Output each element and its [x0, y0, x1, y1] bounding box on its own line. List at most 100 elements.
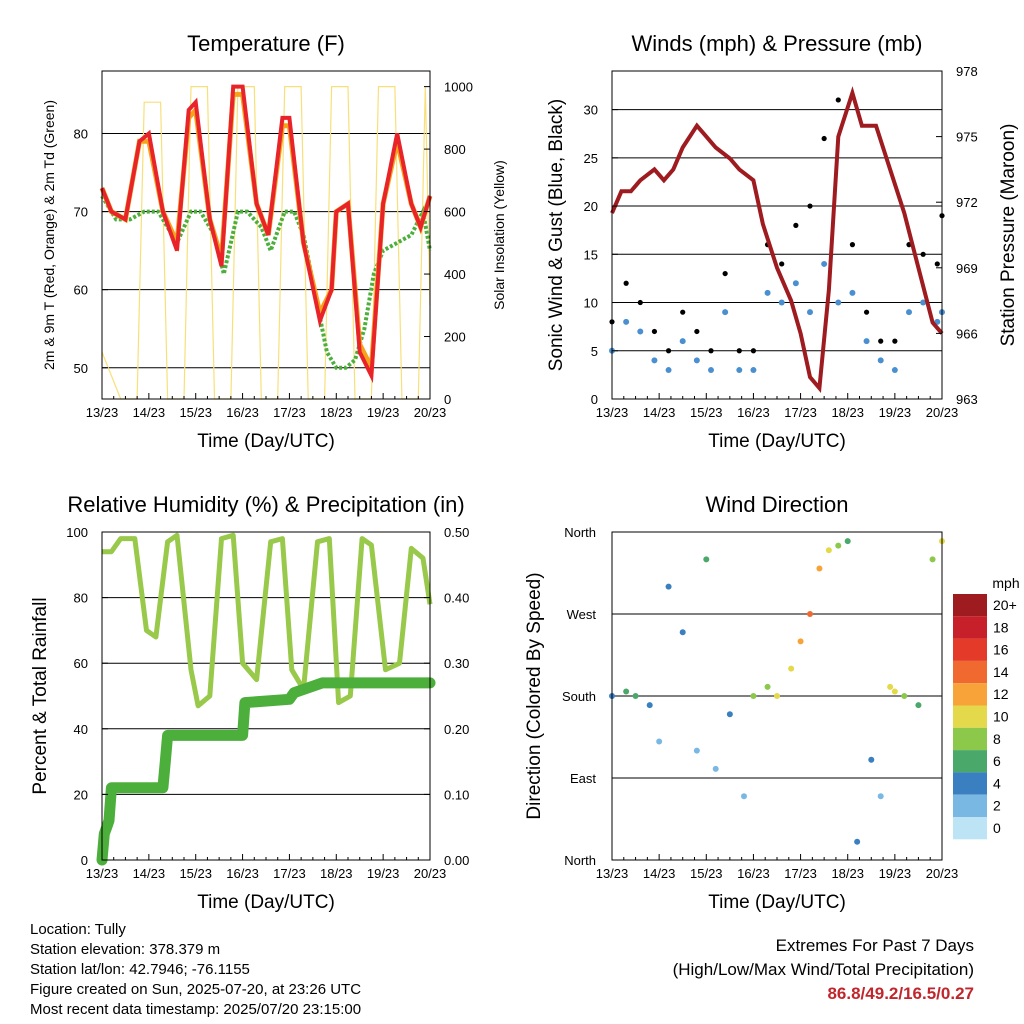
direction-point	[764, 683, 771, 690]
y-axis-label: Percent & Total Rainfall	[30, 597, 51, 794]
y-right-axis-label: Station Pressure (Maroon)	[998, 124, 1019, 347]
wind-point	[906, 309, 912, 316]
legend-swatch	[953, 817, 987, 840]
y-right-tick-label: 800	[444, 142, 466, 157]
direction-point	[693, 747, 700, 754]
y-right-tick-label: 1000	[444, 80, 473, 95]
plot-frame	[611, 70, 943, 400]
legend-swatch	[953, 772, 987, 795]
gust-point	[651, 328, 658, 335]
x-tick-label: 20/23	[926, 866, 959, 881]
x-tick-label: 18/23	[831, 405, 864, 420]
legend-swatch	[953, 794, 987, 817]
x-tick-label: 13/23	[596, 866, 629, 881]
legend-label: 16	[993, 642, 1009, 658]
direction-point	[656, 738, 663, 745]
latest-text: Most recent data timestamp: 2025/07/20 2…	[30, 1001, 362, 1018]
direction-point	[712, 765, 719, 772]
y-tick-label: 15	[584, 247, 598, 262]
series-line-pressure	[610, 86, 944, 393]
x-axis-label: Time (Day/UTC)	[197, 892, 335, 913]
direction-point	[816, 565, 823, 572]
gust-point	[680, 309, 686, 315]
y-tick-label: 80	[74, 591, 88, 606]
wind-point	[792, 280, 799, 287]
direction-point	[774, 693, 780, 699]
gust-point	[849, 242, 856, 248]
gust-point	[623, 280, 629, 286]
x-tick-label: 13/23	[596, 405, 629, 420]
gust-point	[779, 261, 785, 267]
gust-point	[736, 348, 742, 354]
wind-point	[722, 309, 729, 316]
y-right-tick-label: 963	[956, 392, 978, 407]
gust-point	[722, 270, 728, 277]
x-tick-label: 15/23	[179, 866, 212, 881]
x-tick-label: 19/23	[879, 405, 912, 420]
elevation-text: Station elevation: 378.379 m	[30, 941, 221, 958]
x-tick-label: 17/23	[273, 405, 306, 420]
direction-point	[868, 756, 875, 763]
wind-speed-legend: mph 20+ 18 16 14 12 10 8 6 4 2 0	[953, 575, 1020, 840]
x-tick-label: 16/23	[737, 866, 770, 881]
gust-point	[892, 338, 898, 344]
y-tick-label: East	[570, 771, 596, 786]
direction-point	[797, 638, 804, 645]
wind-point	[736, 367, 743, 374]
wind-point	[891, 367, 898, 374]
wind-point	[679, 338, 686, 345]
y-tick-label: 80	[74, 126, 88, 141]
y-right-tick-label: 200	[444, 330, 466, 345]
y-tick-label: 50	[74, 361, 88, 376]
y-tick-label: 100	[66, 525, 88, 540]
y-right-tick-label: 0.10	[444, 787, 469, 802]
legend-swatch	[953, 660, 987, 684]
legend-label: 14	[993, 664, 1009, 680]
y-tick-label: 60	[74, 283, 88, 298]
y-tick-label: West	[567, 607, 597, 622]
x-tick-label: 20/23	[414, 866, 447, 881]
station-info: Location: Tully Station elevation: 378.3…	[30, 920, 361, 1020]
legend-label: 4	[993, 775, 1001, 791]
x-tick-label: 15/23	[179, 405, 212, 420]
extremes-box: Extremes For Past 7 Days (High/Low/Max W…	[673, 934, 974, 1006]
gust-point	[934, 261, 940, 267]
wind-point	[651, 357, 658, 364]
x-tick-label: 20/23	[926, 405, 959, 420]
gust-point	[708, 348, 714, 354]
gust-point	[694, 328, 700, 335]
wind-point	[877, 357, 884, 364]
y-tick-label: 20	[584, 199, 598, 214]
location-text: Location: Tully	[30, 921, 126, 938]
y-right-tick-label: 969	[956, 261, 978, 276]
y-tick-label: 60	[74, 656, 88, 671]
x-tick-label: 14/23	[643, 405, 676, 420]
wind-point	[708, 367, 714, 374]
legend-label: 18	[993, 619, 1009, 635]
chart-title: Relative Humidity (%) & Precipitation (i…	[67, 492, 464, 517]
x-tick-label: 20/23	[414, 405, 447, 420]
x-axis-label: Time (Day/UTC)	[708, 892, 846, 913]
y-right-tick-label: 972	[956, 195, 978, 210]
legend-label: 20+	[993, 597, 1017, 613]
x-tick-label: 19/23	[879, 866, 912, 881]
wind-point	[693, 357, 700, 364]
direction-point	[915, 702, 922, 709]
x-tick-label: 15/23	[690, 866, 723, 881]
x-tick-label: 18/23	[831, 866, 864, 881]
chart-title: Winds (mph) & Pressure (mb)	[632, 31, 923, 56]
direction-point	[632, 693, 639, 699]
chart-title: Temperature (F)	[187, 31, 345, 56]
y-right-tick-label: 975	[956, 130, 978, 145]
direction-point	[788, 665, 795, 672]
legend-swatch	[953, 705, 987, 728]
gust-point	[835, 97, 841, 103]
y-tick-label: 0	[81, 853, 88, 868]
gust-point	[793, 222, 799, 228]
x-tick-label: 18/23	[320, 866, 353, 881]
y-axis-label: 2m & 9m T (Red, Orange) & 2m Td (Green)	[41, 100, 57, 370]
wind-point	[764, 289, 771, 296]
direction-point	[750, 693, 757, 699]
legend-swatch	[953, 638, 987, 661]
